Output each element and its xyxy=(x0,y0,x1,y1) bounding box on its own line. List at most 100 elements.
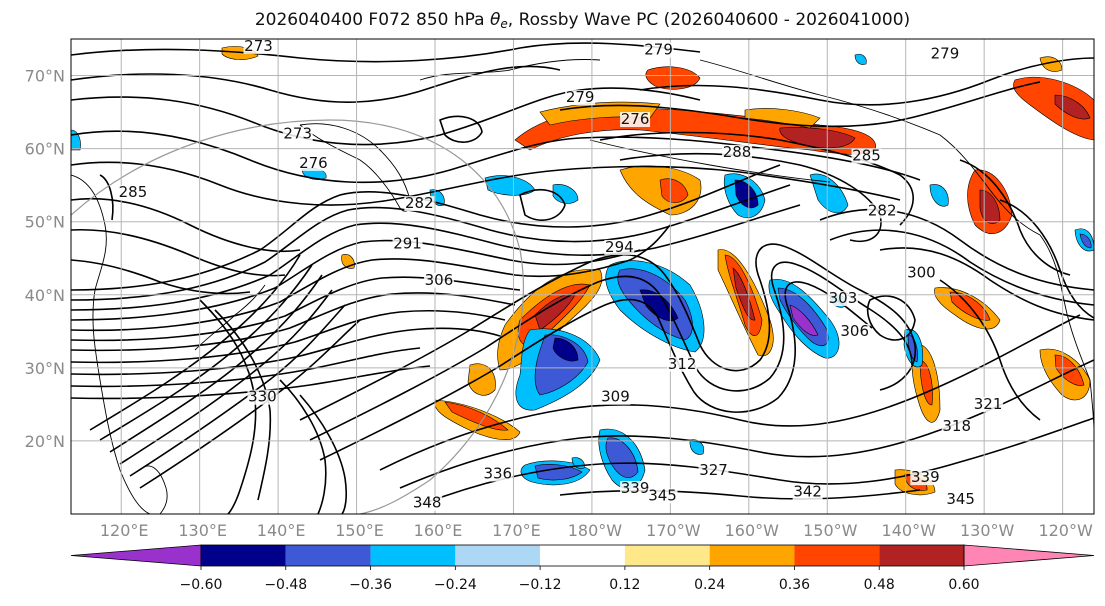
contour-label-bg xyxy=(643,42,674,58)
contour-label: 336 xyxy=(482,464,513,482)
contour-label: 282 xyxy=(867,201,898,219)
contour-line xyxy=(99,264,313,441)
contour-line xyxy=(559,81,1041,128)
colorbar-tick-label: −0.60 xyxy=(180,577,223,593)
theta-e-contours xyxy=(71,42,1094,514)
contour-label-bg xyxy=(600,389,631,405)
coastline-philippines xyxy=(139,465,168,514)
contour-label: 300 xyxy=(906,264,937,282)
coastline-asia xyxy=(71,174,151,514)
title-theta: θ xyxy=(490,10,501,30)
contour-line xyxy=(71,87,701,146)
negative-anomaly xyxy=(1079,233,1092,249)
contour-line xyxy=(71,228,286,277)
contour-label-text: 342 xyxy=(793,483,822,501)
contour-label-text: 306 xyxy=(840,322,869,340)
contour-label-text: 318 xyxy=(942,417,971,435)
contour-label: 285 xyxy=(117,183,148,201)
contour-label-text: 345 xyxy=(946,490,975,508)
contour-line xyxy=(379,314,1081,471)
lon-tick-label: 150°W xyxy=(803,521,858,540)
contour-label: 318 xyxy=(941,417,972,435)
contour-line xyxy=(71,365,431,400)
colorbar-tick-label: 0.36 xyxy=(779,577,810,593)
title-theta-subscript: e xyxy=(500,17,508,31)
contour-label: 330 xyxy=(247,388,278,406)
colorbar-tick-label: −0.48 xyxy=(264,577,307,593)
contour-line xyxy=(299,394,348,514)
contour-line xyxy=(71,259,251,295)
contour-label-text: 303 xyxy=(829,289,858,307)
contour-line xyxy=(71,239,641,321)
colorbar-extend-min xyxy=(70,544,202,567)
colorbar-bin xyxy=(201,545,286,566)
contour-label-text: 321 xyxy=(974,395,1003,413)
negative-anomaly xyxy=(854,53,867,65)
contour-line xyxy=(71,309,506,364)
contour-label-bg xyxy=(929,46,960,62)
contour-label-bg xyxy=(247,389,278,405)
negative-anomaly xyxy=(789,304,819,336)
colorbar-bin xyxy=(540,545,625,566)
contour-label-text: 279 xyxy=(931,44,960,62)
negative-anomaly xyxy=(552,337,579,362)
contour-label-bg xyxy=(910,470,941,486)
contour-label-text: 273 xyxy=(283,125,312,143)
colorbar-bin xyxy=(794,545,880,566)
contour-label-bg xyxy=(698,462,729,478)
contour-line xyxy=(866,295,916,341)
lat-tick-label: 50°N xyxy=(25,213,65,232)
colorbar-bin xyxy=(455,545,541,566)
colorbar-tick-label: 0.48 xyxy=(864,577,895,593)
contour-line xyxy=(559,489,921,500)
positive-anomaly xyxy=(979,189,1001,224)
contour-label: 288 xyxy=(722,143,753,161)
contour-label-bg xyxy=(565,90,596,106)
colorbar-bin xyxy=(370,545,456,566)
contour-label-bg xyxy=(647,488,678,504)
contour-line xyxy=(879,247,1094,321)
lat-tick-label: 20°N xyxy=(25,432,65,451)
contour-label-text: 279 xyxy=(644,41,673,59)
contour-line xyxy=(619,152,882,242)
contour-label-text: 312 xyxy=(668,355,697,373)
lon-tick-label: 180°W xyxy=(568,521,623,540)
contour-label: 303 xyxy=(827,289,858,307)
colorbar-outline xyxy=(200,544,965,567)
contour-label-text: 294 xyxy=(605,238,634,256)
colorbar-bin xyxy=(624,545,710,566)
contour-line xyxy=(309,261,913,441)
contour-label-text: 288 xyxy=(723,143,752,161)
contour-label: 339 xyxy=(620,479,651,497)
lon-tick-label: 160°W xyxy=(725,521,780,540)
colorbar-tick-label: 0.12 xyxy=(609,577,640,593)
colorbar-bin xyxy=(879,545,964,566)
contour-label: 345 xyxy=(647,486,678,504)
lon-tick-label: 120°E xyxy=(100,521,149,540)
contour-label-text: 282 xyxy=(405,194,434,212)
contour-line xyxy=(819,208,1094,291)
lon-tick-label: 140°W xyxy=(882,521,937,540)
colorbar-tick-label: 0.24 xyxy=(694,577,725,593)
contour-label: 279 xyxy=(643,41,674,59)
contour-line xyxy=(299,243,917,421)
negative-anomaly xyxy=(929,184,949,207)
contour-label: 345 xyxy=(945,490,976,508)
contour-label-bg xyxy=(243,39,274,54)
contour-line xyxy=(71,184,791,301)
negative-anomaly xyxy=(734,179,759,209)
contour-label-bg xyxy=(604,239,635,255)
contour-line xyxy=(999,199,1094,319)
contour-label-bg xyxy=(851,148,882,164)
contour-line xyxy=(71,204,801,311)
contour-label-bg xyxy=(906,265,937,281)
great-circle-arc xyxy=(71,119,524,514)
contour-line xyxy=(959,159,1071,276)
contour-line xyxy=(71,161,901,206)
contour-label-bg xyxy=(722,144,753,160)
lon-tick-label: 160°E xyxy=(414,521,463,540)
contour-label-text: 339 xyxy=(621,479,650,497)
contour-label: 279 xyxy=(929,44,960,62)
contour-label: 276 xyxy=(298,154,329,172)
contour-line xyxy=(199,299,257,514)
